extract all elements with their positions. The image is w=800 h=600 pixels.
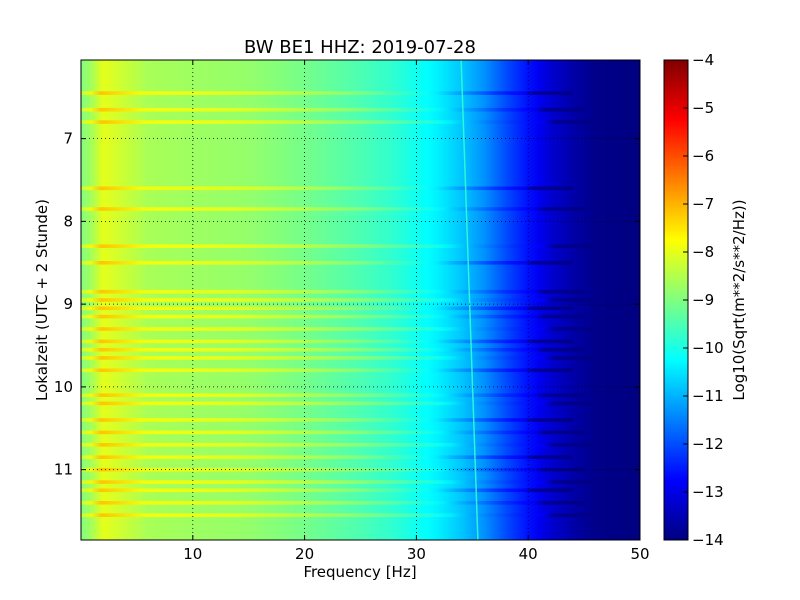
x-tick-label: 40 bbox=[519, 545, 538, 563]
time-band bbox=[81, 455, 573, 459]
colorbar-label: Log10(Sqrt(m**2/s**2/Hz)) bbox=[730, 199, 748, 400]
time-band bbox=[81, 430, 585, 435]
x-tick-label: 50 bbox=[630, 545, 649, 563]
time-band bbox=[81, 261, 573, 265]
time-band bbox=[81, 298, 596, 302]
time-band bbox=[81, 418, 573, 422]
colorbar-tick-label: −11 bbox=[692, 387, 724, 405]
time-band bbox=[81, 488, 573, 493]
time-band bbox=[81, 401, 596, 406]
colorbar-gradient bbox=[663, 59, 689, 541]
time-band bbox=[81, 480, 596, 484]
colorbar: −14 −13 −12 −11 −10 −9 −8 −7 −6 −5 −4 bbox=[663, 51, 724, 549]
time-band bbox=[81, 513, 596, 517]
time-band bbox=[81, 347, 585, 352]
colorbar-tick-label: −13 bbox=[692, 483, 724, 501]
chart-title: BW BE1 HHZ: 2019-07-28 bbox=[244, 37, 476, 58]
time-band bbox=[81, 356, 596, 360]
x-tick-label: 30 bbox=[407, 545, 426, 563]
colorbar-tick-label: −4 bbox=[692, 51, 714, 69]
colorbar-tick-label: −14 bbox=[692, 531, 724, 549]
time-band bbox=[81, 327, 596, 331]
y-tick-label: 7 bbox=[63, 130, 73, 148]
x-tick-label: 10 bbox=[183, 545, 202, 563]
colorbar-tick-label: −7 bbox=[692, 195, 714, 213]
spectral-line bbox=[460, 59, 479, 541]
time-band bbox=[81, 186, 573, 191]
colorbar-tick-label: −10 bbox=[692, 339, 724, 357]
colorbar-tick-label: −6 bbox=[692, 147, 714, 165]
time-band bbox=[81, 107, 585, 112]
y-tick-label: 11 bbox=[54, 461, 73, 479]
colorbar-tick-label: −12 bbox=[692, 435, 724, 453]
time-band bbox=[81, 120, 596, 124]
time-band bbox=[81, 306, 573, 311]
colorbar-tick-label: −5 bbox=[692, 99, 714, 117]
y-tick-label: 8 bbox=[63, 212, 73, 230]
time-band bbox=[81, 244, 596, 248]
colorbar-tick-label: −8 bbox=[692, 243, 714, 261]
y-tick-label: 9 bbox=[63, 295, 73, 313]
time-band bbox=[81, 467, 585, 472]
y-axis-label: Lokalzeit (UTC + 2 Stunde) bbox=[33, 199, 51, 401]
time-band bbox=[81, 393, 585, 397]
time-band bbox=[81, 501, 585, 505]
x-tick-label: 20 bbox=[295, 545, 314, 563]
time-band bbox=[81, 339, 573, 344]
spectrogram-plot: 10 20 30 40 50 7 8 9 10 11 bbox=[54, 59, 650, 563]
x-axis-label: Frequency [Hz] bbox=[303, 563, 416, 581]
colorbar-tick-label: −9 bbox=[692, 291, 714, 309]
time-band bbox=[81, 314, 585, 319]
time-band bbox=[81, 368, 573, 373]
time-band bbox=[81, 443, 596, 447]
y-tick-label: 10 bbox=[54, 378, 73, 396]
plot-frame bbox=[80, 59, 641, 541]
time-band bbox=[81, 91, 573, 95]
time-band bbox=[81, 289, 585, 294]
time-band bbox=[81, 207, 585, 211]
